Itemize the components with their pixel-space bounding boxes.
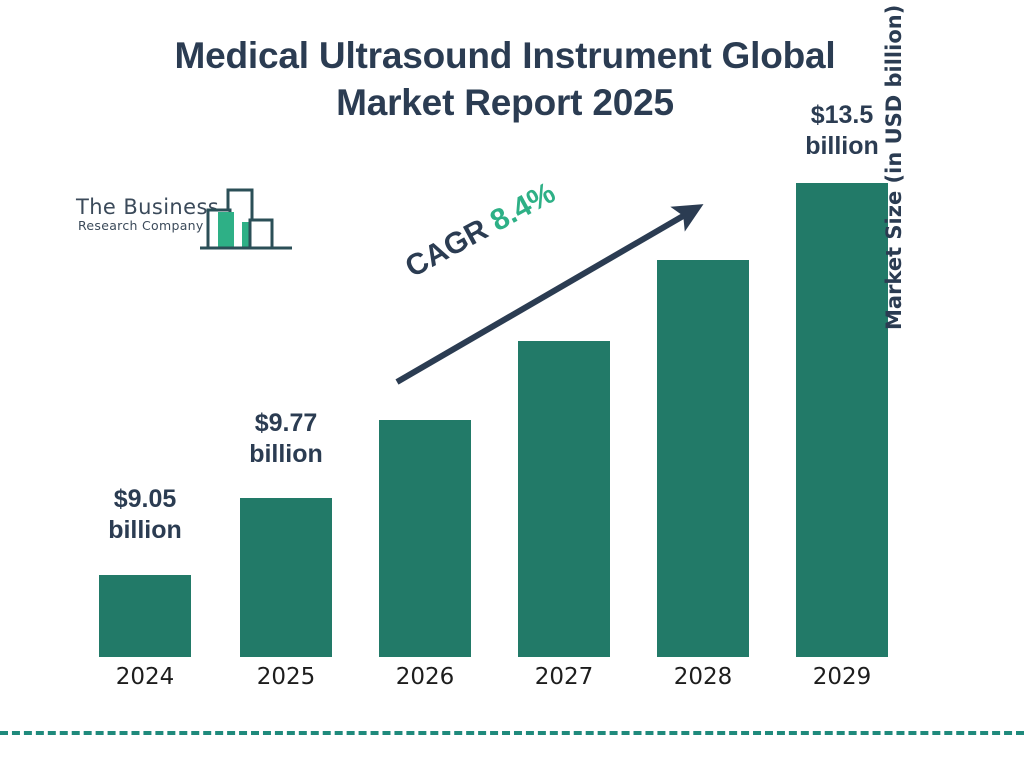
bar-value-label-2024: $9.05 billion [75,484,215,545]
logo-line-2: Research Company [78,218,204,234]
page-title: Medical Ultrasound Instrument Global Mar… [90,32,920,127]
bar-value-label-2029: $13.5 billion [772,100,912,161]
bar-2027 [518,341,610,657]
xtick-2026: 2026 [395,664,455,690]
logo-wordmark: The Business Research Company [76,196,219,233]
logo-line-1: The Business [76,195,220,219]
xtick-2024: 2024 [115,664,175,690]
bar-2028 [657,260,749,657]
bar-2029 [796,183,888,657]
growth-arrow-icon [395,204,704,385]
bar-2026 [379,420,471,657]
xtick-2025: 2025 [256,664,316,690]
bar-value-unit-2025: billion [249,439,323,468]
bar-chart-logo-mark-icon [200,188,292,250]
bar-value-label-2025: $9.77 billion [216,408,356,469]
bar-value-unit-2024: billion [108,515,182,544]
bar-2025 [240,498,332,657]
footer-divider [0,731,1024,735]
bar-2024 [99,575,191,657]
title-line-2: Market Report 2025 [336,82,674,124]
bar-value-amount-2029: $13.5 [810,101,874,129]
bar-value-amount-2025: $9.77 [254,409,318,437]
title-line-1: Medical Ultrasound Instrument Global [174,35,836,76]
xtick-2029: 2029 [812,664,872,690]
bar-value-amount-2024: $9.05 [113,485,177,513]
xtick-2027: 2027 [534,664,594,690]
company-logo: The Business Research Company [72,186,292,258]
xtick-2028: 2028 [673,664,733,690]
bar-value-unit-2029: billion [805,131,879,160]
y-axis-label: Market Size (in USD billion) [882,4,906,330]
